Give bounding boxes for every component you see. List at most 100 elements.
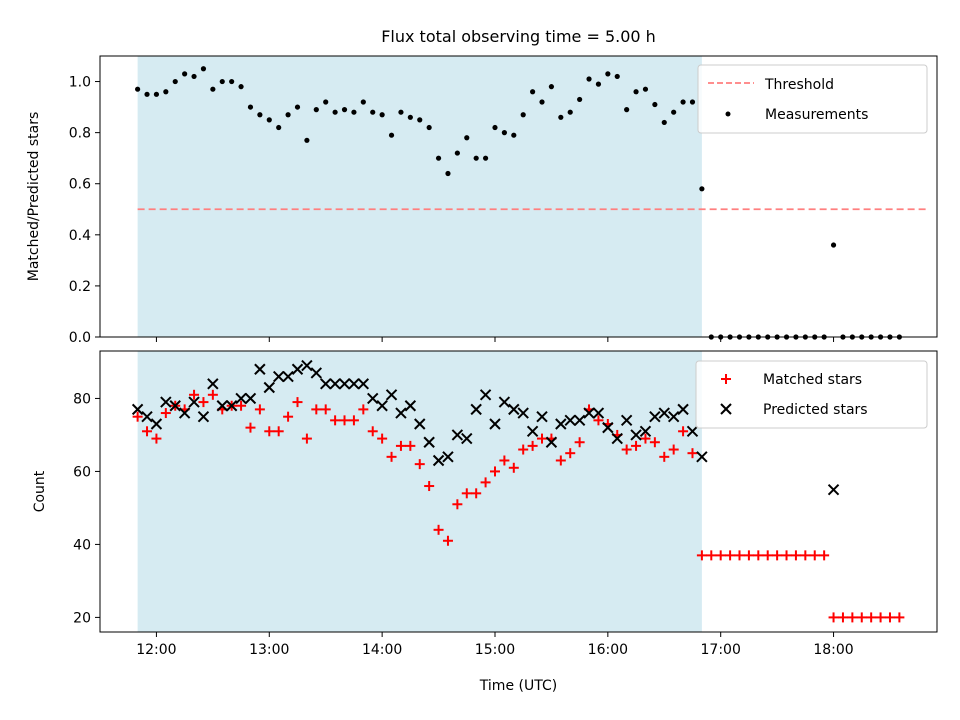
matched-star-point [358, 404, 369, 415]
predicted-star-point-b [348, 378, 360, 390]
measurement-point [398, 109, 404, 115]
matched-star-point [790, 550, 801, 561]
measurement-point [304, 137, 310, 143]
matched-star-point [593, 415, 604, 426]
matched-star-point [715, 550, 726, 561]
predicted-star-point [442, 451, 454, 463]
measurement-point [341, 107, 348, 113]
matched-star-point [132, 411, 143, 422]
legend-predicted-swatch [720, 403, 732, 415]
predicted-star-point [498, 396, 511, 408]
measurement-point [586, 76, 592, 82]
predicted-star-point [131, 403, 144, 416]
matched-star-point [283, 411, 294, 422]
predicted-star-point [479, 389, 492, 401]
predicted-star-point [282, 370, 294, 383]
legend-matched-label: Matched stars [763, 372, 862, 388]
measurement-point [482, 155, 489, 161]
matched-star-point [386, 451, 397, 462]
measurement-point [426, 124, 432, 131]
predicted-star-point [489, 418, 501, 430]
top-y-tick-label: 0.2 [69, 279, 91, 295]
matched-star-point [414, 459, 425, 470]
measurement-point [370, 109, 376, 115]
predicted-star-point [310, 367, 323, 379]
predicted-star-point [216, 400, 228, 412]
bottom-x-axis-ticks: 12:00 13:00 14:00 15:00 16:00 17:00 18:00 [136, 632, 854, 658]
measurement-point [191, 73, 197, 80]
predicted-star-point [620, 414, 633, 427]
predicted-star-point [649, 410, 661, 423]
predicted-star-point-b [282, 370, 294, 383]
predicted-star-point [536, 410, 548, 423]
predicted-star-point-b [320, 378, 332, 390]
measurement-point [445, 170, 451, 177]
matched-star-point [471, 488, 482, 499]
measurement-point [624, 107, 630, 113]
matched-star-point [621, 444, 632, 455]
matched-star-point [537, 433, 548, 444]
bottom-y-axis-ticks: 20 40 60 80 [73, 391, 100, 626]
measurement-point [567, 109, 573, 115]
bottom-observing-span [137, 351, 702, 632]
x-tick-label: 14:00 [362, 642, 402, 658]
predicted-star-point [630, 429, 642, 441]
predicted-star-point-b [376, 400, 388, 412]
legend-measurements-label: Measurements [765, 107, 868, 123]
predicted-star-point-b [461, 432, 473, 445]
matched-star-point [301, 433, 312, 444]
bottom-y-axis-label: Count [32, 470, 48, 512]
predicted-star-point-b [517, 407, 529, 419]
predicted-star-point-b [827, 483, 840, 496]
matched-star-point [809, 550, 820, 561]
top-x-axis-ticks [155, 337, 835, 342]
measurement-point [642, 86, 649, 92]
top-y-axis-label: Matched/Predicted stars [26, 112, 42, 282]
matched-star-point [565, 448, 576, 459]
measurement-point [135, 86, 141, 92]
matched-star-point [151, 433, 162, 444]
predicted-star-point-b [414, 418, 426, 430]
x-axis-label: Time (UTC) [479, 678, 557, 694]
predicted-star-point-b [404, 400, 417, 412]
predicted-star-point-b [150, 418, 163, 430]
measurement-point [454, 150, 460, 156]
predicted-star-point-b [131, 403, 144, 416]
predicted-star-point-b [489, 418, 501, 430]
predicted-star-point-b [357, 378, 370, 390]
predicted-star-point-b [498, 396, 511, 408]
predicted-star-point-b [573, 414, 586, 427]
predicted-star-point-b [677, 403, 689, 416]
matched-star-point [245, 422, 256, 433]
predicted-star-point [508, 403, 520, 416]
measurement-point [548, 84, 555, 90]
measurement-point [614, 73, 620, 80]
measurement-point [652, 101, 658, 108]
predicted-star-point [150, 418, 163, 430]
matched-star-point [847, 612, 858, 623]
predicted-star-point-b [432, 454, 445, 467]
predicted-star-point [320, 378, 332, 390]
matched-star-point [631, 440, 642, 451]
measurement-point [247, 104, 254, 110]
measurement-point [266, 117, 272, 123]
measurement-point [689, 99, 696, 105]
top-y-tick-label: 0.6 [69, 177, 91, 193]
matched-star-point [320, 404, 331, 415]
matched-star-point [160, 408, 171, 419]
measurement-point [153, 91, 160, 97]
predicted-stars-series [131, 359, 840, 496]
measurement-point [257, 112, 263, 118]
matched-star-point [489, 466, 500, 477]
predicted-star-point-b [696, 451, 708, 463]
predicted-star-point [291, 363, 304, 375]
predicted-star-point-b [423, 436, 435, 448]
measurement-point [473, 155, 479, 161]
matched-star-point [659, 451, 670, 462]
measurement-point [492, 124, 498, 131]
predicted-star-point [827, 483, 840, 496]
matched-star-point [395, 440, 406, 451]
measurement-point [182, 71, 188, 77]
predicted-star-point [696, 451, 708, 463]
